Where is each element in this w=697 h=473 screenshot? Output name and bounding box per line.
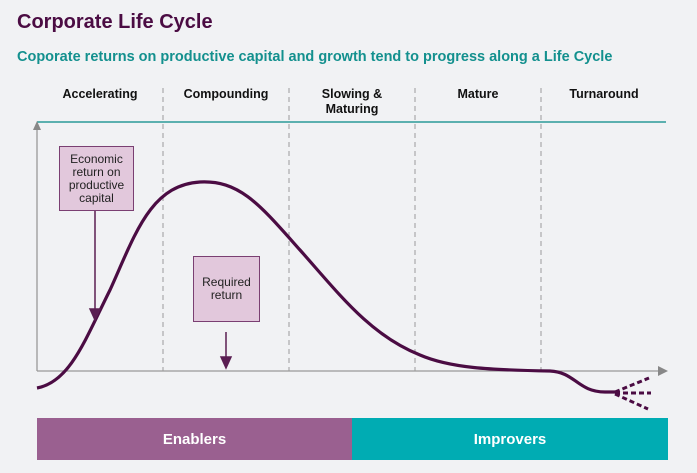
stage-mature: Mature: [457, 87, 499, 101]
arrow-down-icon: [219, 356, 233, 370]
stage-turnaround: Turnaround: [569, 87, 639, 101]
economic-return-label: Economic return on productive capital: [59, 146, 134, 211]
subtitle: Coporate returns on productive capital a…: [17, 49, 613, 65]
stage-compounding: Compounding: [183, 87, 269, 101]
stage-dividers: [162, 88, 542, 371]
x-axis-arrow-icon: [658, 366, 668, 376]
y-axis-arrow-icon: [33, 121, 41, 130]
economic-return-curve: [36, 180, 615, 394]
arrow-down-icon: [88, 308, 102, 322]
enablers-bar: Enablers: [37, 418, 352, 460]
page-title: Corporate Life Cycle: [17, 11, 213, 33]
stage-slowing-maturing: Slowing & Maturing: [321, 87, 383, 116]
turnaround-paths: [614, 376, 651, 411]
required-return-label: Required return: [193, 256, 260, 322]
improvers-bar: Improvers: [352, 418, 668, 460]
stage-accelerating: Accelerating: [62, 87, 138, 101]
